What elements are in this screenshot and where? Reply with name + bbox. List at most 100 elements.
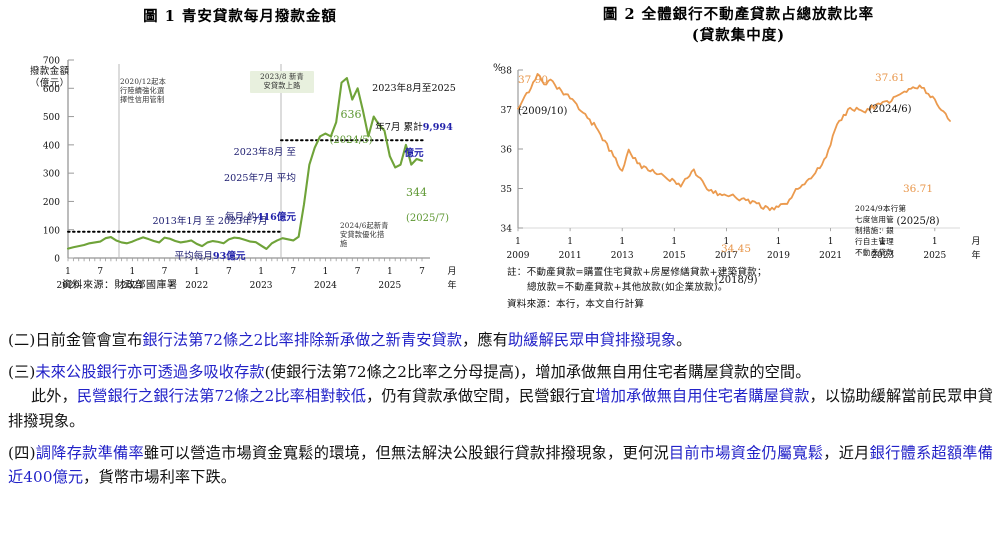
figure-2-annotation-2024: 2024/9本行第 七度信用管 制措施：銀 行自主管理 不動產貸款	[855, 204, 907, 258]
svg-text:2025: 2025	[923, 251, 946, 261]
paragraph-4: (四)調降存款準備率雖可以營造市場資金寬鬆的環境，但無法解決公股銀行貸款排撥現象…	[8, 441, 993, 490]
f2-last-date: (2025/8)	[896, 216, 940, 228]
figure-1-avg-new-annotation: 2023年8月 至 2025年7月 平均 每月 約416億元	[178, 134, 296, 238]
figure-2-title-line-2: (貸款集中度)	[691, 26, 786, 44]
svg-text:300: 300	[43, 170, 60, 180]
svg-text:1: 1	[828, 237, 834, 247]
p4-text-b: 雖可以營造市場資金寬鬆的環境，但無法解決公股銀行貸款排撥現象，更何況	[143, 443, 669, 462]
svg-text:1: 1	[387, 267, 393, 277]
avg-old-line-2: 平均每月93億元	[125, 239, 295, 262]
charts-region: 圖 1 青安貸款每月撥款金額 0 100 200 300 400 500 600 700	[0, 0, 981, 322]
svg-text:2015: 2015	[663, 251, 686, 261]
p2-text-a: 日前金管會宣布	[35, 331, 143, 349]
svg-text:2011: 2011	[559, 251, 582, 261]
body-text-region: (二)日前金管會宣布銀行法第72條之2比率排除新承做之新青安貸款，應有助緩解民眾…	[8, 328, 993, 497]
svg-text:2023: 2023	[871, 251, 894, 261]
svg-text:1: 1	[323, 267, 329, 277]
p2-text-d: 助緩解民眾申貸排撥現象	[508, 331, 677, 349]
svg-text:0: 0	[54, 255, 60, 265]
svg-text:1: 1	[776, 237, 782, 247]
svg-text:700: 700	[43, 57, 60, 67]
svg-text:2020: 2020	[57, 281, 80, 291]
figure-1-panel: 圖 1 青安貸款每月撥款金額 0 100 200 300 400 500 600 700	[0, 0, 480, 322]
svg-text:200: 200	[43, 198, 60, 208]
svg-text:7: 7	[290, 267, 296, 277]
svg-text:34: 34	[501, 225, 513, 235]
svg-text:7: 7	[226, 267, 232, 277]
total-unit: 億元	[404, 147, 424, 159]
avg-new-line-3: 每月 約416億元	[178, 199, 296, 225]
svg-text:年: 年	[447, 279, 456, 291]
figure-1-svg: 0 100 200 300 400 500 600 700 1 7 1 7 1 7 1 7 1 7 1 7 2020 2…	[43, 57, 457, 291]
figure-1-annotation-2023: 2023/8 新青 安貸款上路	[250, 71, 314, 93]
avg-new-line-1: 2023年8月 至	[233, 146, 296, 158]
peak1-value: 37.90	[518, 74, 549, 87]
p2-text-c: ，應有	[462, 331, 508, 349]
svg-text:600: 600	[43, 85, 60, 95]
figure-2-trough-label: 34.45 (2018/9)	[696, 224, 776, 306]
svg-text:1: 1	[515, 237, 521, 247]
figure-2-peak1-label: 37.90 (2009/10)	[518, 55, 598, 137]
figure-1-plot: 0 100 200 300 400 500 600 700 1 7 1 7 1 7 1 7 1 7 1 7 2020 2…	[0, 26, 480, 316]
svg-text:2019: 2019	[767, 251, 790, 261]
last-date: (2025/7)	[406, 213, 449, 225]
figure-1-avg-old-annotation: 2013年1月 至 2023年7月 平均每月93億元	[125, 204, 295, 274]
avg-old-prefix: 平均每月	[174, 250, 213, 262]
svg-text:7: 7	[355, 267, 361, 277]
svg-text:2024: 2024	[314, 281, 337, 291]
figure-2-svg: 34 35 36 37 38 1 2009 1 2011 1 2013 1 2015 1 2017 1 201…	[501, 67, 981, 261]
svg-text:月: 月	[447, 266, 456, 277]
figure-1-source: 資料來源：財政部國庫署	[62, 280, 178, 291]
svg-text:1: 1	[880, 237, 886, 247]
p4-text-a: 調降存款準備率	[35, 443, 144, 462]
figure-1-total-annotation: 2023年8月至2025 年7月 累計9,994 億元	[352, 70, 476, 174]
peak1-date: (2009/10)	[518, 106, 568, 118]
p3-text-e: 民營銀行之銀行法第72條之2比率相對較低	[76, 387, 367, 406]
svg-text:1: 1	[129, 267, 135, 277]
svg-text:100: 100	[43, 226, 60, 236]
total-value: 9,994	[422, 121, 453, 133]
avg-new-line-2: 2025年7月 平均	[224, 172, 296, 184]
svg-text:2023: 2023	[250, 281, 273, 291]
svg-text:2021: 2021	[121, 281, 144, 291]
svg-text:2009: 2009	[507, 251, 530, 261]
p2-text-e: 。	[676, 331, 692, 349]
svg-text:2025: 2025	[378, 281, 401, 291]
figure-2-peak2-label: 37.61 (2024/6)	[850, 53, 930, 135]
svg-text:年: 年	[971, 249, 980, 261]
svg-text:7: 7	[97, 267, 103, 277]
p2-number: (二)	[8, 331, 36, 349]
p4-text-d: ，近月	[823, 443, 870, 462]
paragraph-2: (二)日前金管會宣布銀行法第72條之2比率排除新承做之新青安貸款，應有助緩解民眾…	[8, 328, 993, 353]
p4-number: (四)	[8, 443, 36, 462]
svg-text:月: 月	[971, 236, 980, 247]
f2-last-value: 36.71	[902, 183, 934, 196]
p4-text-c: 目前市場資金仍屬寬鬆	[668, 443, 824, 462]
p2-text-b: 銀行法第72條之2比率排除新承做之新青安貸款	[142, 331, 463, 349]
figure-2-y-axis-label: %	[493, 63, 503, 75]
total-line-1: 2023年8月至2025	[372, 82, 456, 94]
svg-text:1: 1	[671, 237, 677, 247]
peak-value: 636	[340, 107, 362, 121]
avg-old-line-1: 2013年1月 至 2023年7月	[152, 215, 268, 227]
svg-text:2017: 2017	[715, 251, 738, 261]
svg-text:37: 37	[501, 106, 513, 116]
figure-1-annotation-2024: 2024/6起新青 安貸款優化措 施	[340, 221, 389, 248]
svg-text:35: 35	[501, 185, 513, 195]
trough-date: (2018/9)	[714, 275, 758, 287]
svg-text:7: 7	[419, 267, 425, 277]
p3-text-b: (使銀行法第72條之2比率之分母提高)	[264, 362, 521, 381]
figure-2-title-line-1: 圖 2 全體銀行不動產貸款占總放款比率	[602, 6, 875, 23]
svg-text:1: 1	[724, 237, 730, 247]
p3-text-f: ，仍有貸款承做空間，民營銀行宜	[366, 387, 596, 406]
p3-text-g: 增加承做無自用住宅者購屋貸款	[595, 387, 810, 406]
svg-text:7: 7	[162, 267, 168, 277]
figure-2-last-label: 36.71 (2025/8)	[880, 163, 956, 249]
trough-value: 34.45	[720, 243, 752, 256]
total-prefix: 年7月 累計	[375, 121, 423, 133]
svg-text:2022: 2022	[185, 281, 208, 291]
p3-text-h: ，以協助緩解當前民眾申貸排撥現象。	[8, 387, 993, 430]
p4-text-e: 銀行體系超額準備近400億元	[8, 443, 993, 487]
p3-text-c: ，增加承做無自用住宅者購屋貸款的空間。	[520, 362, 811, 381]
